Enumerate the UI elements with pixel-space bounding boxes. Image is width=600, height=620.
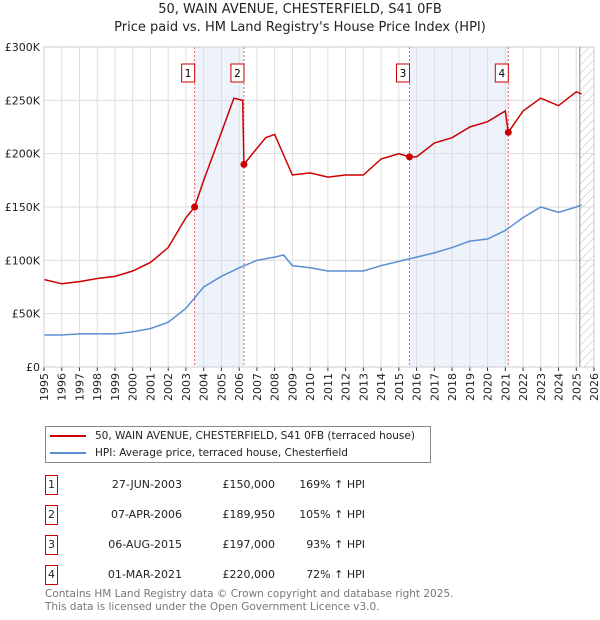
sale-label-box (181, 63, 196, 83)
sale-point (504, 128, 512, 136)
x-tick-label: 2015 (393, 373, 406, 401)
legend-item-hpi: HPI: Average price, terraced house, Ches… (50, 445, 348, 461)
footer-line: This data is licensed under the Open Gov… (45, 601, 380, 613)
sale-point (191, 203, 199, 211)
y-tick-label: £150K (5, 201, 41, 214)
x-tick-label: 1999 (109, 373, 122, 401)
x-tick-label: 2006 (233, 373, 246, 401)
x-tick-label: 2012 (340, 373, 353, 401)
sale-label-box (230, 63, 245, 83)
sale-number: 1 (45, 475, 58, 495)
sale-label: 4 (498, 68, 505, 80)
x-tick-label: 2022 (517, 373, 530, 401)
x-tick-label: 2005 (215, 373, 228, 401)
x-tick-label: 2000 (127, 373, 140, 401)
x-tick-label: 2001 (144, 373, 157, 401)
sale-date: 06-AUG-2015 (108, 538, 182, 551)
x-tick-label: 2010 (304, 373, 317, 401)
sale-hpi-change: 105% ↑ HPI (299, 508, 365, 521)
sale-label-box (494, 63, 509, 83)
sale-label: 1 (185, 68, 192, 80)
x-tick-label: 1998 (91, 373, 104, 401)
sale-label-box (395, 63, 410, 83)
sale-label: 3 (400, 68, 407, 80)
sale-row: 2 07-APR-2006 £189,950 105% ↑ HPI (45, 505, 405, 525)
sale-date: 07-APR-2006 (110, 508, 182, 521)
plot-area: 1995 1996 1997 1998 1999 2000 2001 2002 2003 2004… (5, 41, 600, 401)
sale-number: 3 (45, 535, 58, 555)
x-tick-label: 2023 (535, 373, 548, 401)
sale-hpi-change: 169% ↑ HPI (299, 478, 365, 491)
sale-number: 4 (45, 565, 58, 585)
sale-hpi-change: 93% ↑ HPI (306, 538, 365, 551)
sale-date: 01-MAR-2021 (107, 568, 182, 581)
sale-price: £197,000 (222, 538, 276, 551)
sale-row: 4 01-MAR-2021 £220,000 72% ↑ HPI (45, 565, 405, 585)
legend-label: 50, WAIN AVENUE, CHESTERFIELD, S41 0FB (… (95, 430, 415, 442)
x-tick-label: 2020 (482, 373, 495, 401)
x-tick-label: 2013 (357, 373, 370, 401)
sale-hpi-change: 72% ↑ HPI (306, 568, 365, 581)
sale-label: 2 (234, 68, 241, 80)
x-tick-label: 2019 (464, 373, 477, 401)
y-tick-label: £100K (5, 254, 41, 267)
y-tick-label: £300K (5, 41, 41, 54)
x-tick-label: 2018 (446, 373, 459, 401)
x-tick-label: 2014 (375, 373, 388, 401)
y-tick-label: £0 (26, 361, 40, 374)
x-tick-label: 1997 (73, 373, 86, 401)
chart-subtitle: Price paid vs. HM Land Registry's House … (114, 20, 486, 35)
x-tick-label: 2004 (198, 373, 211, 401)
x-tick-label: 1996 (56, 373, 69, 401)
footer: Contains HM Land Registry data © Crown c… (45, 588, 453, 614)
x-tick-label: 2017 (428, 373, 441, 401)
footer-line: Contains HM Land Registry data © Crown c… (45, 588, 454, 600)
x-tick-label: 2002 (162, 373, 175, 401)
x-tick-label: 2016 (411, 373, 424, 401)
sale-number: 2 (45, 505, 58, 525)
y-tick-label: £50K (12, 308, 41, 321)
x-tick-label: 2025 (570, 373, 583, 401)
hpi-line (44, 204, 582, 336)
sale-price: £150,000 (222, 478, 276, 491)
chart-title: 50, WAIN AVENUE, CHESTERFIELD, S41 0FB (158, 2, 442, 17)
sale-date: 27-JUN-2003 (111, 478, 182, 491)
x-tick-label: 2009 (286, 373, 299, 401)
sale-price: £220,000 (222, 568, 276, 581)
x-tick-label: 2026 (588, 373, 600, 401)
sale-row: 1 27-JUN-2003 £150,000 169% ↑ HPI (45, 475, 405, 495)
y-tick-label: £250K (5, 94, 41, 107)
sale-row: 3 06-AUG-2015 £197,000 93% ↑ HPI (45, 535, 405, 555)
price-line (43, 90, 582, 285)
y-tick-label: £200K (5, 148, 41, 161)
legend-swatch (50, 435, 86, 437)
x-tick-label: 2011 (322, 373, 335, 401)
sale-point (405, 153, 413, 161)
x-tick-label: 1995 (38, 373, 51, 401)
x-tick-label: 2007 (251, 373, 264, 401)
plot-border (43, 46, 595, 368)
legend-label: HPI: Average price, terraced house, Ches… (95, 447, 348, 459)
x-tick-label: 2024 (553, 373, 566, 401)
x-tick-label: 2008 (269, 373, 282, 401)
x-tick-label: 2003 (180, 373, 193, 401)
legend-swatch (50, 452, 86, 454)
legend: 50, WAIN AVENUE, CHESTERFIELD, S41 0FB (… (45, 426, 431, 463)
sale-point (240, 160, 248, 168)
x-tick-label: 2021 (499, 373, 512, 401)
legend-item-price: 50, WAIN AVENUE, CHESTERFIELD, S41 0FB (… (50, 428, 415, 444)
sale-price: £189,950 (222, 508, 276, 521)
